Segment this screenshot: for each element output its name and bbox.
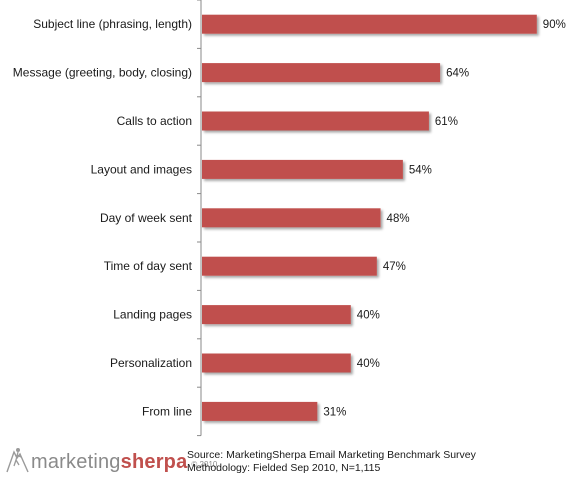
- bar: [202, 208, 381, 228]
- data-label: 90%: [543, 19, 566, 31]
- bar: [202, 401, 318, 421]
- category-label: Message (greeting, body, closing): [13, 66, 192, 80]
- bar: [202, 63, 441, 83]
- logo-text-marketing: marketing: [31, 451, 121, 473]
- data-label: 64%: [446, 68, 469, 80]
- marketingsherpa-logo: marketing sherpa © 2010: [4, 446, 217, 474]
- source-note: Source: MarketingSherpa Email Marketing …: [187, 449, 476, 475]
- bar: [202, 353, 351, 373]
- data-label: 40%: [357, 310, 380, 322]
- sherpa-climber-icon: [6, 448, 29, 473]
- category-label: Calls to action: [117, 114, 192, 128]
- category-label: Subject line (phrasing, length): [33, 17, 192, 31]
- data-label: 31%: [323, 406, 346, 418]
- bar: [202, 305, 351, 325]
- data-label: 40%: [357, 358, 380, 370]
- category-label: Time of day sent: [104, 259, 193, 273]
- source-line: Source: MarketingSherpa Email Marketing …: [187, 449, 476, 461]
- category-label: From line: [142, 404, 192, 418]
- data-label: 47%: [383, 261, 406, 273]
- category-axis: Subject line (phrasing, length) Message (…: [13, 0, 202, 437]
- logo-text-sherpa: sherpa: [120, 451, 188, 473]
- category-label: Personalization: [110, 356, 192, 370]
- logo-copyright: © 2010: [191, 460, 218, 469]
- bars-layer: 90% 64% 61% 54% 48% 47% 40% 40% 31%: [202, 14, 566, 421]
- methodology-line: Methodology: Fielded Sep 2010, N=1,115: [187, 462, 381, 474]
- bar: [202, 159, 403, 179]
- category-label: Day of week sent: [100, 211, 193, 225]
- bar: [202, 256, 377, 276]
- bar: [202, 111, 429, 131]
- data-label: 54%: [409, 164, 432, 176]
- bar-chart: 90% 64% 61% 54% 48% 47% 40% 40% 31% Subject line…: [13, 0, 566, 437]
- category-label: Landing pages: [113, 308, 192, 322]
- category-label: Layout and images: [91, 162, 192, 176]
- data-label: 61%: [435, 116, 458, 128]
- bar: [202, 14, 537, 34]
- data-label: 48%: [387, 213, 410, 225]
